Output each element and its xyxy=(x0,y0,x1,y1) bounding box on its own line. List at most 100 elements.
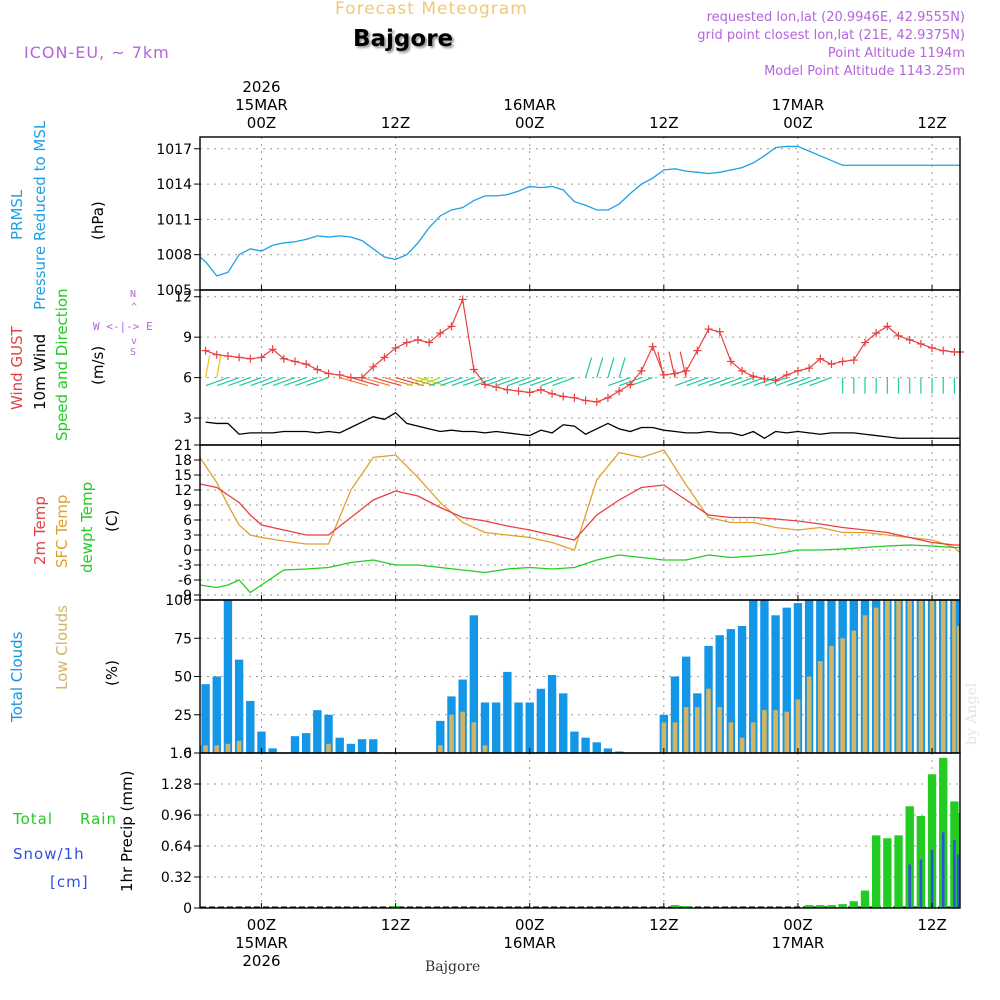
total-cloud-bar xyxy=(603,748,613,753)
bottom-date-label: 15MAR xyxy=(235,934,288,952)
low-cloud-bar xyxy=(885,600,890,753)
bottom-time-label: 12Z xyxy=(381,916,410,934)
y-tick-label: 1008 xyxy=(156,248,192,264)
total-cloud-bar xyxy=(469,615,479,753)
temp-sfc-line xyxy=(199,449,961,553)
y-tick-label: -9 xyxy=(178,588,192,604)
wind-arrow xyxy=(607,357,615,378)
wind-arrow xyxy=(679,351,687,378)
gust-marker xyxy=(313,365,322,374)
wind-arrow xyxy=(608,377,631,387)
compass-n: N xyxy=(130,289,137,300)
gust-marker xyxy=(715,327,724,336)
y-tick-label: 0.32 xyxy=(161,870,192,886)
low-cloud-bar xyxy=(840,638,845,753)
total-cloud-bar xyxy=(480,702,490,753)
total-cloud-bar xyxy=(503,671,512,753)
low-cloud-bar xyxy=(918,600,924,753)
wind-arrow xyxy=(295,377,318,387)
low-cloud-bar xyxy=(762,710,767,753)
y-tick-label: 0.96 xyxy=(161,808,192,824)
rain-bar xyxy=(894,835,903,908)
total-cloud-bar xyxy=(290,736,300,753)
rain-bar xyxy=(871,835,881,908)
y-tick-label: 25 xyxy=(174,708,192,724)
gust-marker xyxy=(257,353,266,362)
gust-marker xyxy=(514,387,523,396)
low-cloud-bar xyxy=(706,688,711,753)
low-cloud-bar xyxy=(672,722,678,753)
pressure-line xyxy=(200,145,960,277)
gust-marker xyxy=(212,350,221,359)
top-time-label: 00Z xyxy=(247,114,276,132)
gust-marker xyxy=(548,389,557,398)
total-cloud-bar xyxy=(357,739,367,753)
gust-marker xyxy=(525,388,534,397)
low-cloud-bar xyxy=(739,737,745,753)
gust-marker xyxy=(861,338,869,347)
total-cloud-bar xyxy=(614,751,624,753)
wind-arrow xyxy=(384,377,413,387)
low-cloud-bar xyxy=(225,743,231,753)
low-cloud-bar xyxy=(940,600,946,753)
gust-marker xyxy=(492,383,501,392)
wind-10m-line xyxy=(205,411,960,440)
gust-marker xyxy=(391,343,400,352)
low-cloud-bar xyxy=(896,600,901,753)
wind-arrow xyxy=(239,377,262,387)
y-tick-label: 9 xyxy=(183,498,192,514)
low-cloud-bar xyxy=(929,600,935,753)
model-label: ICON-EU, ~ 7km xyxy=(24,43,170,62)
wind-gust-line xyxy=(205,297,960,403)
rain-bar xyxy=(681,906,691,908)
wind-arrow xyxy=(216,377,240,387)
total-cloud-bar xyxy=(536,688,546,753)
rain-bar xyxy=(905,806,914,908)
snow-bar xyxy=(956,854,959,908)
low-cloud-bar xyxy=(728,722,734,753)
bottom-date-label: 16MAR xyxy=(503,934,556,952)
y-tick-label: -3 xyxy=(178,558,192,574)
wind-arrow xyxy=(361,377,391,387)
wind-arrow xyxy=(708,377,732,387)
wind-arrow xyxy=(204,355,211,378)
wind-arrow xyxy=(552,377,575,387)
gust-marker xyxy=(738,366,747,375)
low-cloud-bar xyxy=(817,661,823,753)
bottom-time-label: 00Z xyxy=(247,916,276,934)
gust-marker xyxy=(358,373,367,382)
footer-location: Bajgore xyxy=(425,959,481,975)
bottom-time-label: 00Z xyxy=(515,916,544,934)
low-cloud-bar xyxy=(661,722,667,753)
total-cloud-bar xyxy=(737,626,747,753)
gust-marker xyxy=(827,360,836,369)
compass-bottom-arrow: v xyxy=(131,336,138,347)
wind-arrow xyxy=(529,377,553,387)
wind-arrow xyxy=(675,377,698,387)
low-cloud-bar xyxy=(460,711,465,753)
gust-marker xyxy=(849,356,858,365)
low-cloud-bar xyxy=(236,740,242,753)
gust-marker xyxy=(481,380,489,389)
bottom-time-label: 00Z xyxy=(783,916,812,934)
gust-marker xyxy=(771,376,780,385)
total-cloud-bar xyxy=(581,737,590,753)
gust-marker xyxy=(268,345,277,354)
low-cloud-bar xyxy=(214,745,220,753)
gust-marker xyxy=(425,338,434,347)
wind-arrow xyxy=(775,377,799,387)
gust-marker xyxy=(559,392,568,401)
low-cloud-bar xyxy=(482,745,488,753)
gust-marker xyxy=(637,366,646,375)
rain-bar xyxy=(670,905,680,908)
rain-bar xyxy=(883,838,892,908)
gust-marker xyxy=(793,366,802,375)
total-cloud-bar xyxy=(782,607,791,753)
gust-marker xyxy=(458,295,467,304)
gust-marker xyxy=(726,357,735,366)
gust-marker xyxy=(894,331,903,340)
gust-marker xyxy=(581,396,590,405)
top-time-label: 12Z xyxy=(381,114,410,132)
precip-label-rain: Rain xyxy=(80,810,117,828)
wind-arrow xyxy=(395,377,424,387)
